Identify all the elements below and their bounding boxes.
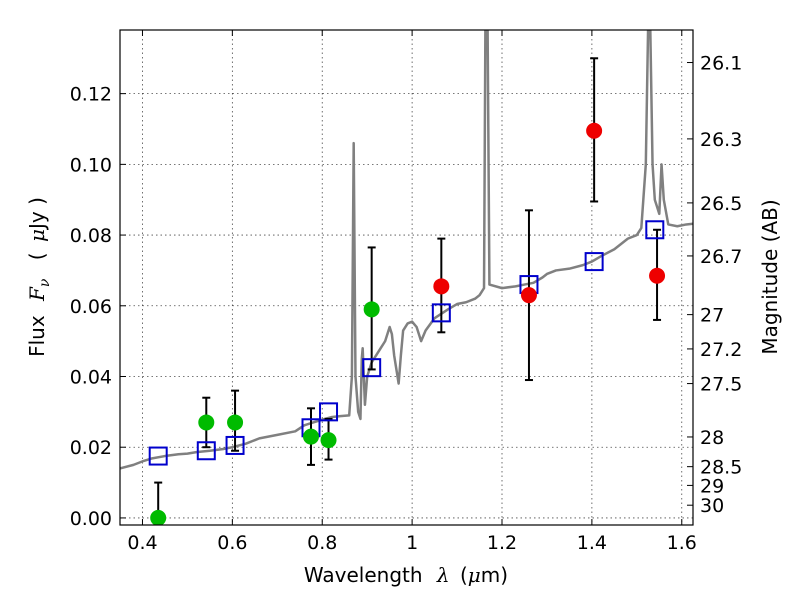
observed-red-point: [520, 287, 537, 304]
observed-green-point: [227, 414, 244, 431]
error-bars-layer: [154, 57, 662, 518]
plot-area: [120, 30, 693, 525]
y2-tick-label: 26.3: [700, 129, 742, 151]
x-tick-label: 0.8: [307, 532, 337, 554]
x-axis-label-units-rest: m): [481, 563, 508, 587]
y2-tick-label: 26.5: [700, 193, 742, 215]
y2-tick-label: 27.2: [700, 339, 742, 361]
x-tick-label: 1.4: [577, 532, 607, 554]
y-tick-label: 0.02: [70, 437, 112, 459]
y-tick-label: 0.06: [70, 296, 112, 318]
y2-tick-label: 29: [700, 475, 724, 497]
x-tick-label: 1.6: [667, 532, 697, 554]
model-spectrum-layer: [120, 30, 693, 470]
observed-red-point: [649, 267, 666, 284]
x-axis-label-text: Wavelength: [304, 563, 423, 587]
model-photometry-square: [362, 358, 382, 378]
x-axis-label-symbol: λ: [436, 563, 450, 587]
y-axis-label-text: Flux: [25, 315, 49, 357]
y-axis-label-units-mu: μ: [25, 229, 49, 242]
model-photometry-square: [196, 441, 216, 461]
y2-tick-label: 26.7: [700, 246, 742, 268]
x-axis-label: Wavelength λ (μm): [304, 563, 508, 587]
x-tick-label: 0.6: [217, 532, 247, 554]
observed-green-point: [198, 414, 215, 431]
y-axis-label-units-rest: Jy ): [25, 197, 49, 231]
model-photometry-square: [645, 220, 665, 240]
y-tick-label: 0.08: [70, 225, 112, 247]
model-photometry-square: [225, 435, 245, 455]
y-tick-label: 0.10: [70, 154, 112, 176]
model-photometry-square: [319, 402, 339, 422]
model-photometry-square: [148, 446, 168, 466]
x-tick-label: 1.2: [487, 532, 517, 554]
x-axis-label-units-open: (: [460, 563, 468, 587]
observed-red-point: [586, 122, 603, 139]
y2-tick-label: 26.1: [700, 53, 742, 75]
model-photometry-square: [584, 252, 604, 272]
axis-ticks: [120, 30, 693, 525]
y2-tick-label: 30: [700, 495, 724, 517]
observed-red-point: [433, 278, 450, 295]
model-photometry-square: [431, 303, 451, 323]
observed-green-point: [320, 432, 337, 449]
observed-points-layer: [150, 122, 666, 525]
y2-tick-label: 28: [700, 427, 724, 449]
y2-tick-label: 28.5: [700, 457, 742, 479]
y-axis-label-subscript: ν: [37, 278, 53, 287]
plot-frame: [119, 29, 694, 526]
y-tick-label: 0.00: [70, 508, 112, 530]
y2-tick-label: 27: [700, 305, 724, 327]
y-tick-label: 0.12: [70, 84, 112, 106]
x-axis-label-units-mu: μ: [468, 563, 481, 587]
y-axis-label: Flux Fν ( μJy ): [25, 197, 54, 357]
y2-tick-label: 27.5: [700, 374, 742, 396]
y-tick-label: 0.04: [70, 367, 112, 389]
x-tick-label: 0.4: [127, 532, 157, 554]
model-photometry-layer: [148, 220, 665, 466]
x-tick-label: 1: [406, 532, 418, 554]
model-spectrum-line: [120, 30, 693, 470]
observed-green-point: [363, 301, 380, 318]
y-axis-label-units-open: (: [25, 252, 49, 260]
y-axis-label-symbol: F: [25, 286, 49, 302]
y2-axis-label: Magnitude (AB): [758, 199, 782, 354]
observed-green-point: [303, 428, 319, 445]
observed-green-point: [150, 509, 167, 525]
